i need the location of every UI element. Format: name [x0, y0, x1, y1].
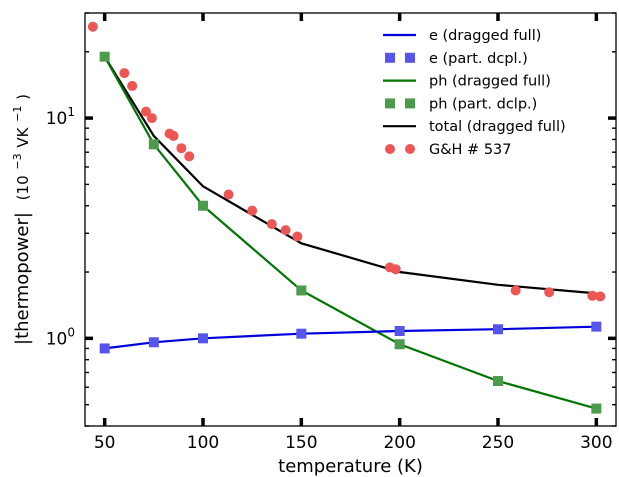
series-line-0	[104, 325, 597, 350]
series-marker-1	[394, 325, 405, 336]
legend-marker-3	[405, 98, 415, 109]
x-tick-label: 200	[383, 433, 415, 453]
x-tick-label: 50	[94, 433, 116, 453]
series-point-5	[146, 113, 157, 124]
series-marker-1	[493, 324, 503, 335]
y-tick-label-base: 10	[46, 329, 68, 349]
series-marker-1	[198, 333, 208, 344]
y-axis-label-unit: (10	[14, 175, 32, 200]
series-point-5	[266, 219, 277, 230]
legend-label-3: ph (part. dclp.)	[429, 96, 537, 112]
legend-label-1: e (part. dcpl.)	[429, 51, 528, 67]
y-tick-label-base: 10	[46, 109, 68, 129]
series-point-5	[176, 143, 187, 154]
legend-label-0: e (dragged full)	[429, 28, 541, 44]
y-axis-label-unit2: VK	[14, 126, 32, 147]
x-tick-label: 300	[580, 433, 612, 453]
series-marker-3	[198, 200, 208, 211]
series-point-5	[595, 291, 606, 302]
series-marker-1	[148, 337, 159, 348]
y-axis-label-close: )	[14, 94, 32, 100]
x-axis-label: temperature (K)	[278, 456, 423, 477]
series-point-5	[168, 130, 179, 141]
series-marker-3	[296, 285, 307, 296]
series-point-5	[390, 264, 401, 275]
x-tick-label: 150	[285, 433, 317, 453]
series-marker-1	[591, 321, 602, 332]
x-tick-label: 100	[187, 433, 219, 453]
series-point-5	[247, 205, 258, 216]
series-point-5	[140, 106, 151, 117]
x-tick-label: 250	[482, 433, 514, 453]
series-marker-1	[99, 343, 110, 354]
legend-marker-5	[405, 144, 415, 154]
legend-marker-3	[385, 98, 395, 109]
series-marker-3	[394, 339, 405, 350]
series-point-5	[184, 151, 195, 162]
series-point-5	[544, 287, 555, 298]
series-point-5	[223, 189, 234, 200]
series-point-5	[119, 68, 130, 79]
plot-series	[87, 21, 606, 414]
series-marker-1	[296, 328, 307, 339]
series-point-5	[292, 231, 303, 242]
series-marker-3	[99, 51, 110, 62]
legend-label-2: ph (dragged full)	[429, 74, 551, 90]
series-point-5	[587, 290, 598, 301]
series-point-5	[510, 285, 521, 296]
y-tick-label-exp: 0	[67, 325, 75, 339]
series-marker-3	[493, 376, 503, 387]
series-line-4	[103, 56, 597, 295]
series-marker-3	[148, 139, 159, 150]
y-axis-label: |thermopower| (10 −3 VK −1 )	[5, 94, 33, 345]
series-point-5	[87, 21, 98, 32]
legend-marker-5	[385, 144, 395, 154]
y-axis-label-main: |thermopower|	[12, 212, 33, 345]
y-tick-label: 101	[46, 105, 75, 129]
legend: e (dragged full) e (part. dcpl.) ph (dragg…	[383, 28, 566, 158]
y-axis-label-exp: −3	[11, 153, 24, 169]
series-point-5	[127, 80, 138, 91]
legend-label-4: total (dragged full)	[429, 119, 566, 135]
plot-frame	[84, 12, 617, 427]
legend-marker-1	[385, 52, 395, 63]
series-marker-3	[591, 403, 602, 414]
legend-label-5: G&H # 537	[429, 142, 512, 158]
series-point-5	[280, 225, 291, 236]
legend-marker-1	[405, 52, 415, 63]
y-tick-label: 100	[46, 325, 75, 349]
y-axis-label-exp2: −1	[11, 106, 24, 122]
y-tick-label-exp: 1	[67, 105, 75, 119]
